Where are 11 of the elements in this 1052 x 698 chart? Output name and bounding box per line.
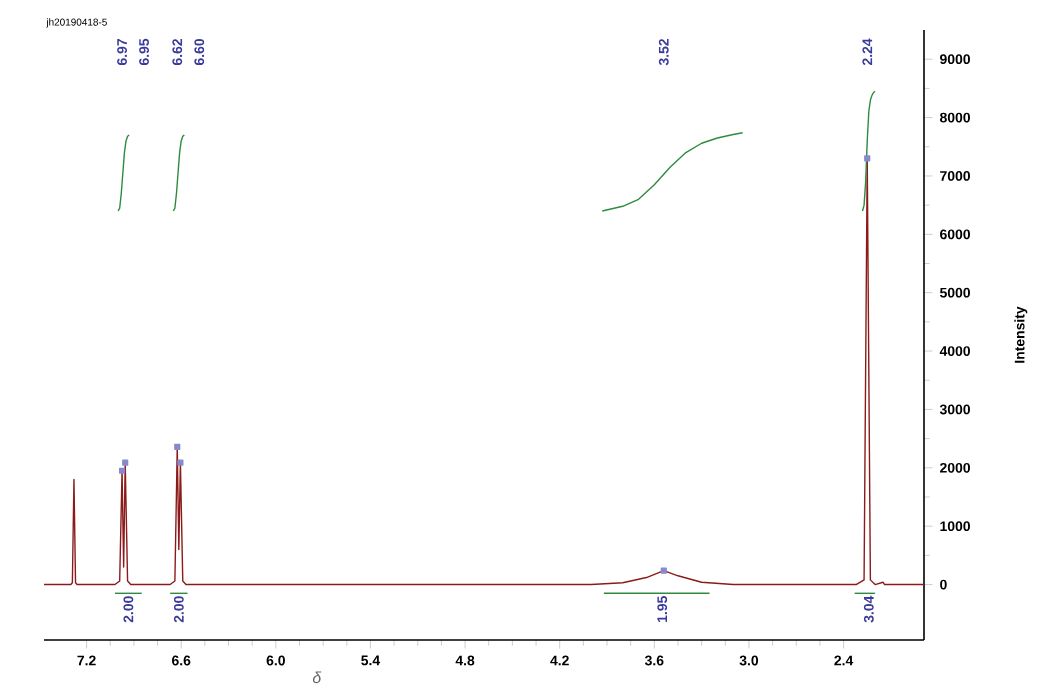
point [174,443,181,450]
point [122,459,129,466]
line-series [117,134,130,212]
line-series [43,157,925,586]
line-series [601,132,744,212]
line-series [861,90,876,212]
line-series [172,134,186,212]
point [864,155,871,162]
point [660,567,667,574]
point [177,459,184,466]
point [118,467,126,474]
